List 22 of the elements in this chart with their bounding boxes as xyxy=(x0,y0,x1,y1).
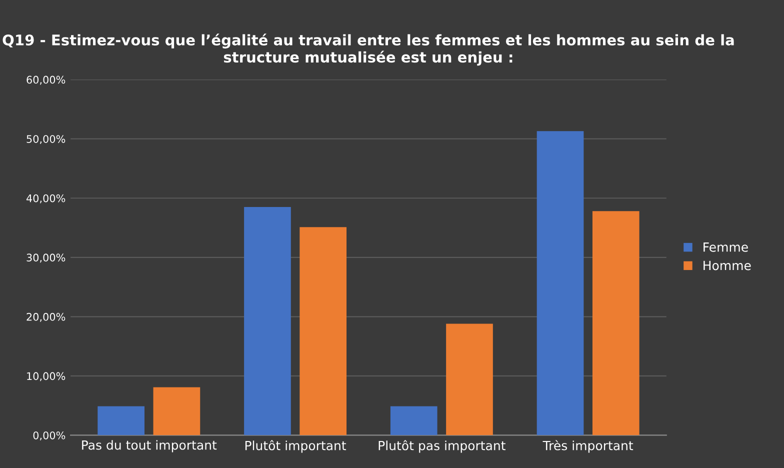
x-tick-label: Très important xyxy=(542,440,634,453)
bar xyxy=(98,406,144,436)
y-tick-label: 50,00% xyxy=(26,135,66,144)
y-tick-label: 0,00% xyxy=(33,431,66,440)
legend-label: Femme xyxy=(704,242,748,252)
y-tick-label: 60,00% xyxy=(26,76,66,85)
y-tick-label: 30,00% xyxy=(26,254,66,263)
bar xyxy=(153,387,200,436)
y-tick-label: 40,00% xyxy=(26,194,66,204)
x-tick-label: Plutôt pas important xyxy=(378,440,506,453)
bar xyxy=(244,207,291,436)
bar xyxy=(390,406,438,436)
chart-title: Q19 - Estimez-vous que l’égalité au travail entre les femmes et les hommes au sein de la structure mutualisée est un enjeu : xyxy=(2,34,734,66)
y-tick-label: 10,00% xyxy=(27,372,66,382)
x-tick-label: Pas du tout important xyxy=(82,440,217,452)
bar xyxy=(592,211,640,436)
x-tick-label: Plutôt important xyxy=(245,440,346,453)
bar xyxy=(300,227,347,436)
bar xyxy=(446,324,493,436)
y-tick-label: 20,00% xyxy=(26,312,66,322)
bar xyxy=(536,131,584,436)
legend-label: Homme xyxy=(704,260,751,270)
